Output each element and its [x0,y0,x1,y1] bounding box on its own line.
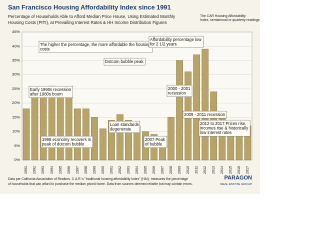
footer: of households that can afford to purchas… [8,182,193,186]
x-tick-label: 2017 [246,166,250,174]
logo: REAL ESTATE GROUP [220,182,252,186]
x-tick-label: 1997 [75,166,79,174]
x-tick-label: 2006 [152,166,156,174]
y-tick-label: 25% [12,86,20,91]
annotation: 2000 - 2001 recession [168,86,191,96]
y-tick-label: 30% [12,72,20,77]
y-tick-label: 0% [14,157,20,162]
annotation: Affordability percentage low for 2 1/2 ye… [150,37,202,47]
annotation-box [198,119,251,137]
x-tick-label: 2002 [118,166,122,174]
x-tick-label: 1993 [41,166,45,174]
bar [108,120,115,161]
annotation: Early 1990s recession after 1980s boom [30,87,72,97]
subtitle: Percentage of Households Able to Afford … [8,14,176,19]
x-tick-label: 1998 [84,166,88,174]
bar [167,117,175,161]
x-tick-label: 2000 [101,166,105,174]
x-tick-label: 2011 [195,166,199,174]
y-tick-label: 45% [12,29,20,34]
bar [73,108,81,161]
x-tick-label: 1999 [92,166,96,174]
chart: San Francisco Housing Affordability Inde… [0,0,260,194]
footer: Data per California Association of Realt… [8,177,188,181]
annotation: 1998 economy recovers in peak of dotcom b… [42,137,92,147]
bar [193,54,201,161]
bar [116,114,124,161]
legend-note: The CAR Housing Affordability [200,14,246,18]
x-tick-label: 2014 [220,166,224,174]
x-tick-label: 2008 [169,166,173,174]
chart-title: San Francisco Housing Affordability Inde… [8,5,171,12]
x-tick-label: 1991 [24,166,28,174]
legend-note: Index, semiannual or quarterly readings [200,18,260,22]
x-tick-label: 2001 [109,166,113,174]
bar [31,97,39,161]
annotation-box [143,135,168,148]
annotation-box [108,120,141,133]
annotation: 2007 Peak of bubble [145,137,166,147]
y-tick-label: 40% [12,43,20,48]
x-tick-label: 2013 [212,166,216,174]
x-tick-label: 2005 [143,166,147,174]
bar [82,108,90,161]
bar [65,94,73,161]
y-tick-label: 15% [12,114,20,119]
bar [39,88,47,161]
subtitle: Housing Costs (PITI), at Prevailing Inte… [8,20,167,25]
bar [176,60,183,161]
bar [56,88,64,161]
bar [125,120,132,161]
x-tick-label: 2010 [186,166,190,174]
annotation: Dotcom bubble peak [105,59,144,64]
x-tick-label: 1996 [67,166,71,174]
x-tick-label: 1992 [33,166,37,174]
x-tick-label: 2004 [135,166,139,174]
annotation: Loan standards degenerate [110,122,139,132]
x-tick-label: 2015 [229,166,233,174]
y-tick-label: 20% [12,100,20,105]
bar [99,128,107,161]
annotation-box [182,110,227,119]
y-tick-label: 10% [12,129,20,134]
x-tick-label: 2009 [178,166,182,174]
x-tick-label: 1994 [50,166,54,174]
bar [22,108,30,161]
annotation-box [166,84,193,97]
x-tick-label: 1995 [58,166,62,174]
annotation-box [103,57,146,66]
annotation: The higher the percentage, the more affo… [40,42,151,52]
logo: PARAGON [224,175,252,181]
y-tick-label: 35% [12,58,20,63]
x-tick-label: 2003 [126,166,130,174]
y-tick-label: 5% [14,143,20,148]
annotation: 2012 to 2017 Prices rise, incomes rise & … [200,121,249,135]
annotation-box [148,35,204,48]
x-tick-label: 2007 [161,166,165,174]
annotation: 2009 - 2011 recession [184,112,226,117]
x-tick-label: 2012 [203,166,207,174]
annotation-box [40,135,93,148]
bar [201,48,209,161]
annotation-box [28,85,74,98]
x-tick-label: 2016 [237,166,241,174]
